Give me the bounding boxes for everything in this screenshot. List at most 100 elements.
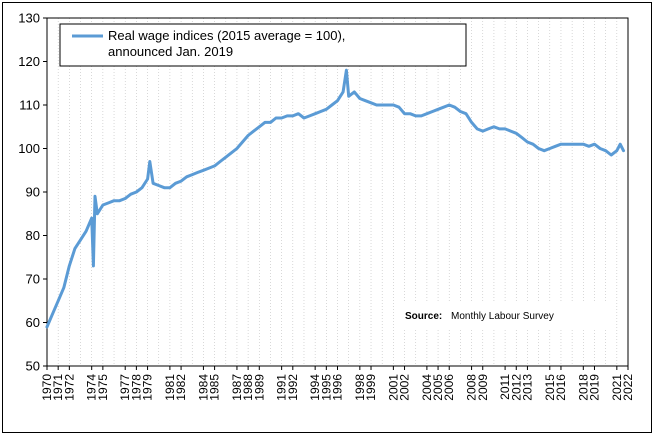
data-point	[375, 103, 378, 107]
data-point	[470, 121, 473, 124]
data-point	[224, 156, 227, 159]
data-point	[431, 110, 434, 113]
data-point	[191, 173, 194, 176]
grid-layer	[46, 18, 629, 366]
data-point	[174, 182, 177, 185]
data-point	[179, 179, 183, 183]
data-point	[258, 125, 261, 128]
x-tick-label: 1994	[308, 374, 322, 401]
data-point	[347, 95, 350, 98]
legend: Real wage indices (2015 average = 100), …	[59, 23, 467, 67]
x-tick-label: 1979	[141, 374, 155, 401]
data-point	[57, 299, 60, 302]
y-tick-label: 110	[19, 98, 40, 113]
data-point	[148, 160, 151, 163]
data-point	[308, 114, 311, 118]
data-point	[230, 151, 233, 154]
data-point	[353, 90, 356, 94]
data-point	[420, 114, 423, 118]
source-note: Source: Monthly Labour Survey	[395, 302, 613, 328]
x-tick-label: 1978	[129, 374, 143, 401]
data-point	[297, 112, 300, 115]
series-line	[45, 68, 625, 329]
legend-box	[59, 23, 467, 67]
data-point	[51, 312, 54, 315]
data-point	[235, 147, 239, 150]
x-tick-label: 1972	[62, 374, 76, 401]
x-tick-label: 2021	[610, 374, 624, 401]
data-point	[403, 112, 406, 115]
data-point	[202, 169, 205, 172]
data-point	[73, 247, 77, 250]
data-point	[207, 166, 211, 170]
data-point	[386, 103, 389, 107]
y-tick-label: 100	[18, 141, 40, 156]
source-text: Source: Monthly Labour Survey	[405, 311, 554, 322]
data-point	[582, 143, 585, 146]
x-tick-label: 1985	[208, 374, 222, 401]
x-tick-label: 1984	[196, 374, 210, 401]
data-point	[520, 136, 524, 139]
data-point	[425, 112, 429, 115]
data-point	[302, 116, 306, 120]
y-tick-label: 50	[26, 359, 40, 374]
data-point	[124, 197, 127, 200]
data-point	[241, 140, 244, 144]
data-point	[622, 149, 625, 152]
x-tick-label: 1982	[174, 374, 188, 401]
x-tick-label: 2018	[576, 374, 590, 401]
data-point	[381, 103, 384, 107]
x-tick-label: 2008	[465, 374, 479, 401]
data-point	[476, 127, 479, 131]
x-tick-label: 2005	[431, 374, 445, 401]
data-point	[163, 186, 166, 189]
data-point	[252, 129, 255, 133]
series-layer	[45, 68, 625, 329]
data-point	[554, 145, 557, 148]
x-tick-label: 1975	[96, 374, 110, 401]
data-point	[45, 325, 49, 329]
data-point	[319, 110, 322, 113]
data-point	[185, 175, 188, 178]
x-tick-label: 1992	[286, 374, 300, 401]
data-point	[112, 199, 116, 202]
data-point	[559, 143, 563, 146]
x-tick-label: 1996	[331, 374, 345, 401]
data-point	[280, 116, 283, 120]
data-point	[68, 264, 71, 268]
data-point	[565, 143, 568, 146]
data-point	[168, 186, 172, 189]
x-tick-label: 2002	[398, 374, 412, 401]
data-point	[526, 140, 529, 144]
x-tick-label: 1989	[252, 374, 266, 401]
y-tick-label: 60	[26, 315, 40, 330]
data-point	[604, 149, 607, 152]
y-tick-label: 130	[18, 11, 40, 26]
data-point	[515, 132, 518, 135]
data-point	[448, 103, 451, 107]
data-point	[487, 127, 490, 131]
data-point	[101, 203, 105, 207]
data-point	[336, 99, 339, 102]
x-tick-label: 1987	[230, 374, 244, 401]
x-tick-label: 2004	[420, 374, 434, 401]
data-point	[157, 184, 160, 187]
data-point	[408, 112, 412, 115]
y-tick-label: 90	[26, 185, 40, 200]
data-point	[464, 112, 468, 115]
data-point	[537, 147, 540, 150]
data-point	[436, 108, 440, 111]
source-box	[395, 302, 613, 328]
data-point	[570, 143, 574, 146]
data-point	[503, 127, 507, 131]
x-tick-label: 1981	[163, 374, 177, 401]
data-point	[93, 195, 97, 198]
x-tick-label: 1971	[51, 374, 65, 401]
data-point	[135, 190, 138, 194]
data-point	[341, 90, 345, 94]
data-point	[118, 199, 121, 202]
data-point	[213, 164, 216, 168]
x-tick-label: 1970	[40, 374, 54, 401]
data-point	[548, 147, 551, 150]
data-point	[286, 114, 289, 118]
